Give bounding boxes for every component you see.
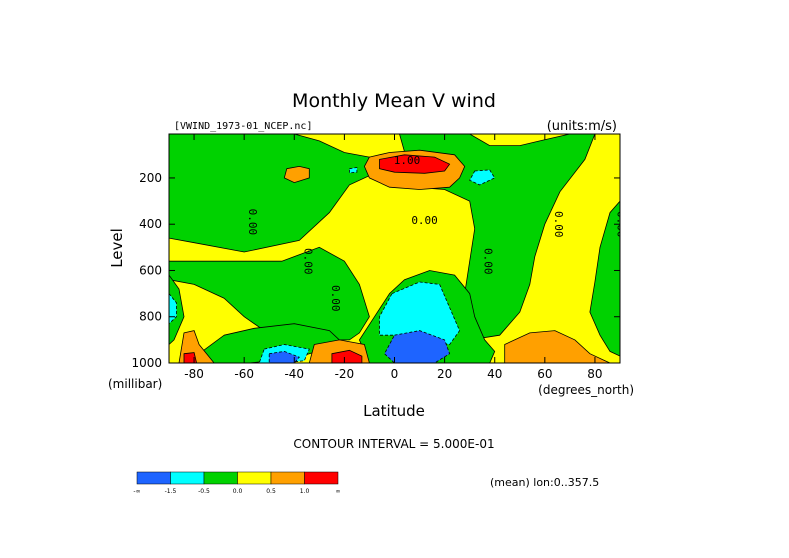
contour-interval-text: CONTOUR INTERVAL = 5.000E-01	[293, 437, 494, 451]
x-tick-label: 0	[391, 367, 399, 381]
contour-region-pos2	[379, 154, 451, 174]
contour-region-neg2	[379, 281, 461, 345]
colorbar-label: -∞	[133, 488, 140, 495]
contour-region-pos2	[183, 352, 198, 363]
x-tick-label: 40	[487, 367, 502, 381]
contour-label: 1.00	[394, 154, 421, 167]
contour-region-pos2	[331, 349, 363, 363]
y-tick-label: 600	[139, 263, 162, 277]
y-tick-label: 1000	[131, 356, 162, 370]
colorbar-swatch	[270, 471, 305, 485]
contour-label: 0.00	[411, 214, 438, 227]
contour-label: 0.00	[329, 285, 342, 312]
x-axis-units: (degrees_north)	[538, 383, 634, 397]
x-axis: -80 -60 -40 -20 0 20 40 60 80	[184, 134, 603, 381]
x-tick-label: -80	[184, 367, 204, 381]
colorbar-swatch	[136, 471, 171, 485]
contour-region-neg3	[384, 330, 451, 363]
colorbar-label: 0.5	[266, 488, 276, 495]
plot-area: 1.000.000.000.000.000.000.00 0.00	[169, 134, 620, 363]
contour-region-pos	[283, 165, 310, 184]
colorbar-swatch	[170, 471, 205, 485]
contour-region-neg2	[169, 292, 177, 325]
source-label: [VWIND_1973-01_NCEP.nc]	[174, 121, 312, 132]
y-axis: 200 400 600 800 1000	[131, 171, 620, 370]
y-tick-label: 800	[139, 310, 162, 324]
y-tick-label: 400	[139, 217, 162, 231]
colorbar-label: -1.5	[165, 488, 177, 495]
y-axis-units: (millibar)	[108, 377, 162, 391]
y-axis-label: Level	[108, 228, 126, 268]
colorbar-label: 1.0	[300, 488, 310, 495]
colorbar-label: ∞	[336, 488, 341, 495]
x-tick-label: 60	[537, 367, 552, 381]
contour-label: 0.00	[246, 209, 259, 236]
colorbar-swatch	[237, 471, 272, 485]
contour-region-neg	[169, 134, 391, 253]
y-tick-label: 200	[139, 171, 162, 185]
contour-fill-regions	[169, 134, 620, 363]
x-tick-label: -40	[284, 367, 304, 381]
contour-label: 0.00	[482, 248, 495, 275]
x-tick-label: 80	[587, 367, 602, 381]
contour-region-neg2	[348, 167, 358, 174]
contour-label: 0.00	[552, 211, 565, 238]
x-axis-label: Latitude	[363, 402, 425, 420]
contour-region-neg3	[268, 350, 300, 363]
colorbar-swatch	[203, 471, 238, 485]
x-tick-label: -60	[234, 367, 254, 381]
chart-title: Monthly Mean V wind	[292, 90, 496, 112]
mean-lon-text: (mean) lon:0..357.5	[490, 476, 599, 489]
units-label: (units:m/s)	[547, 119, 617, 134]
contour-region-neg	[589, 200, 620, 357]
contour-label: 0.00	[301, 248, 314, 275]
colorbar-label: -0.5	[198, 488, 210, 495]
x-tick-label: -20	[335, 367, 355, 381]
contour-region-pos	[504, 330, 611, 363]
colorbar: -∞ -1.5 -0.5 0.0 0.5 1.0 ∞	[133, 471, 341, 495]
colorbar-swatch	[304, 471, 339, 485]
x-tick-label: 20	[437, 367, 452, 381]
colorbar-label: 0.0	[233, 488, 243, 495]
contour-region-neg2	[469, 169, 496, 186]
